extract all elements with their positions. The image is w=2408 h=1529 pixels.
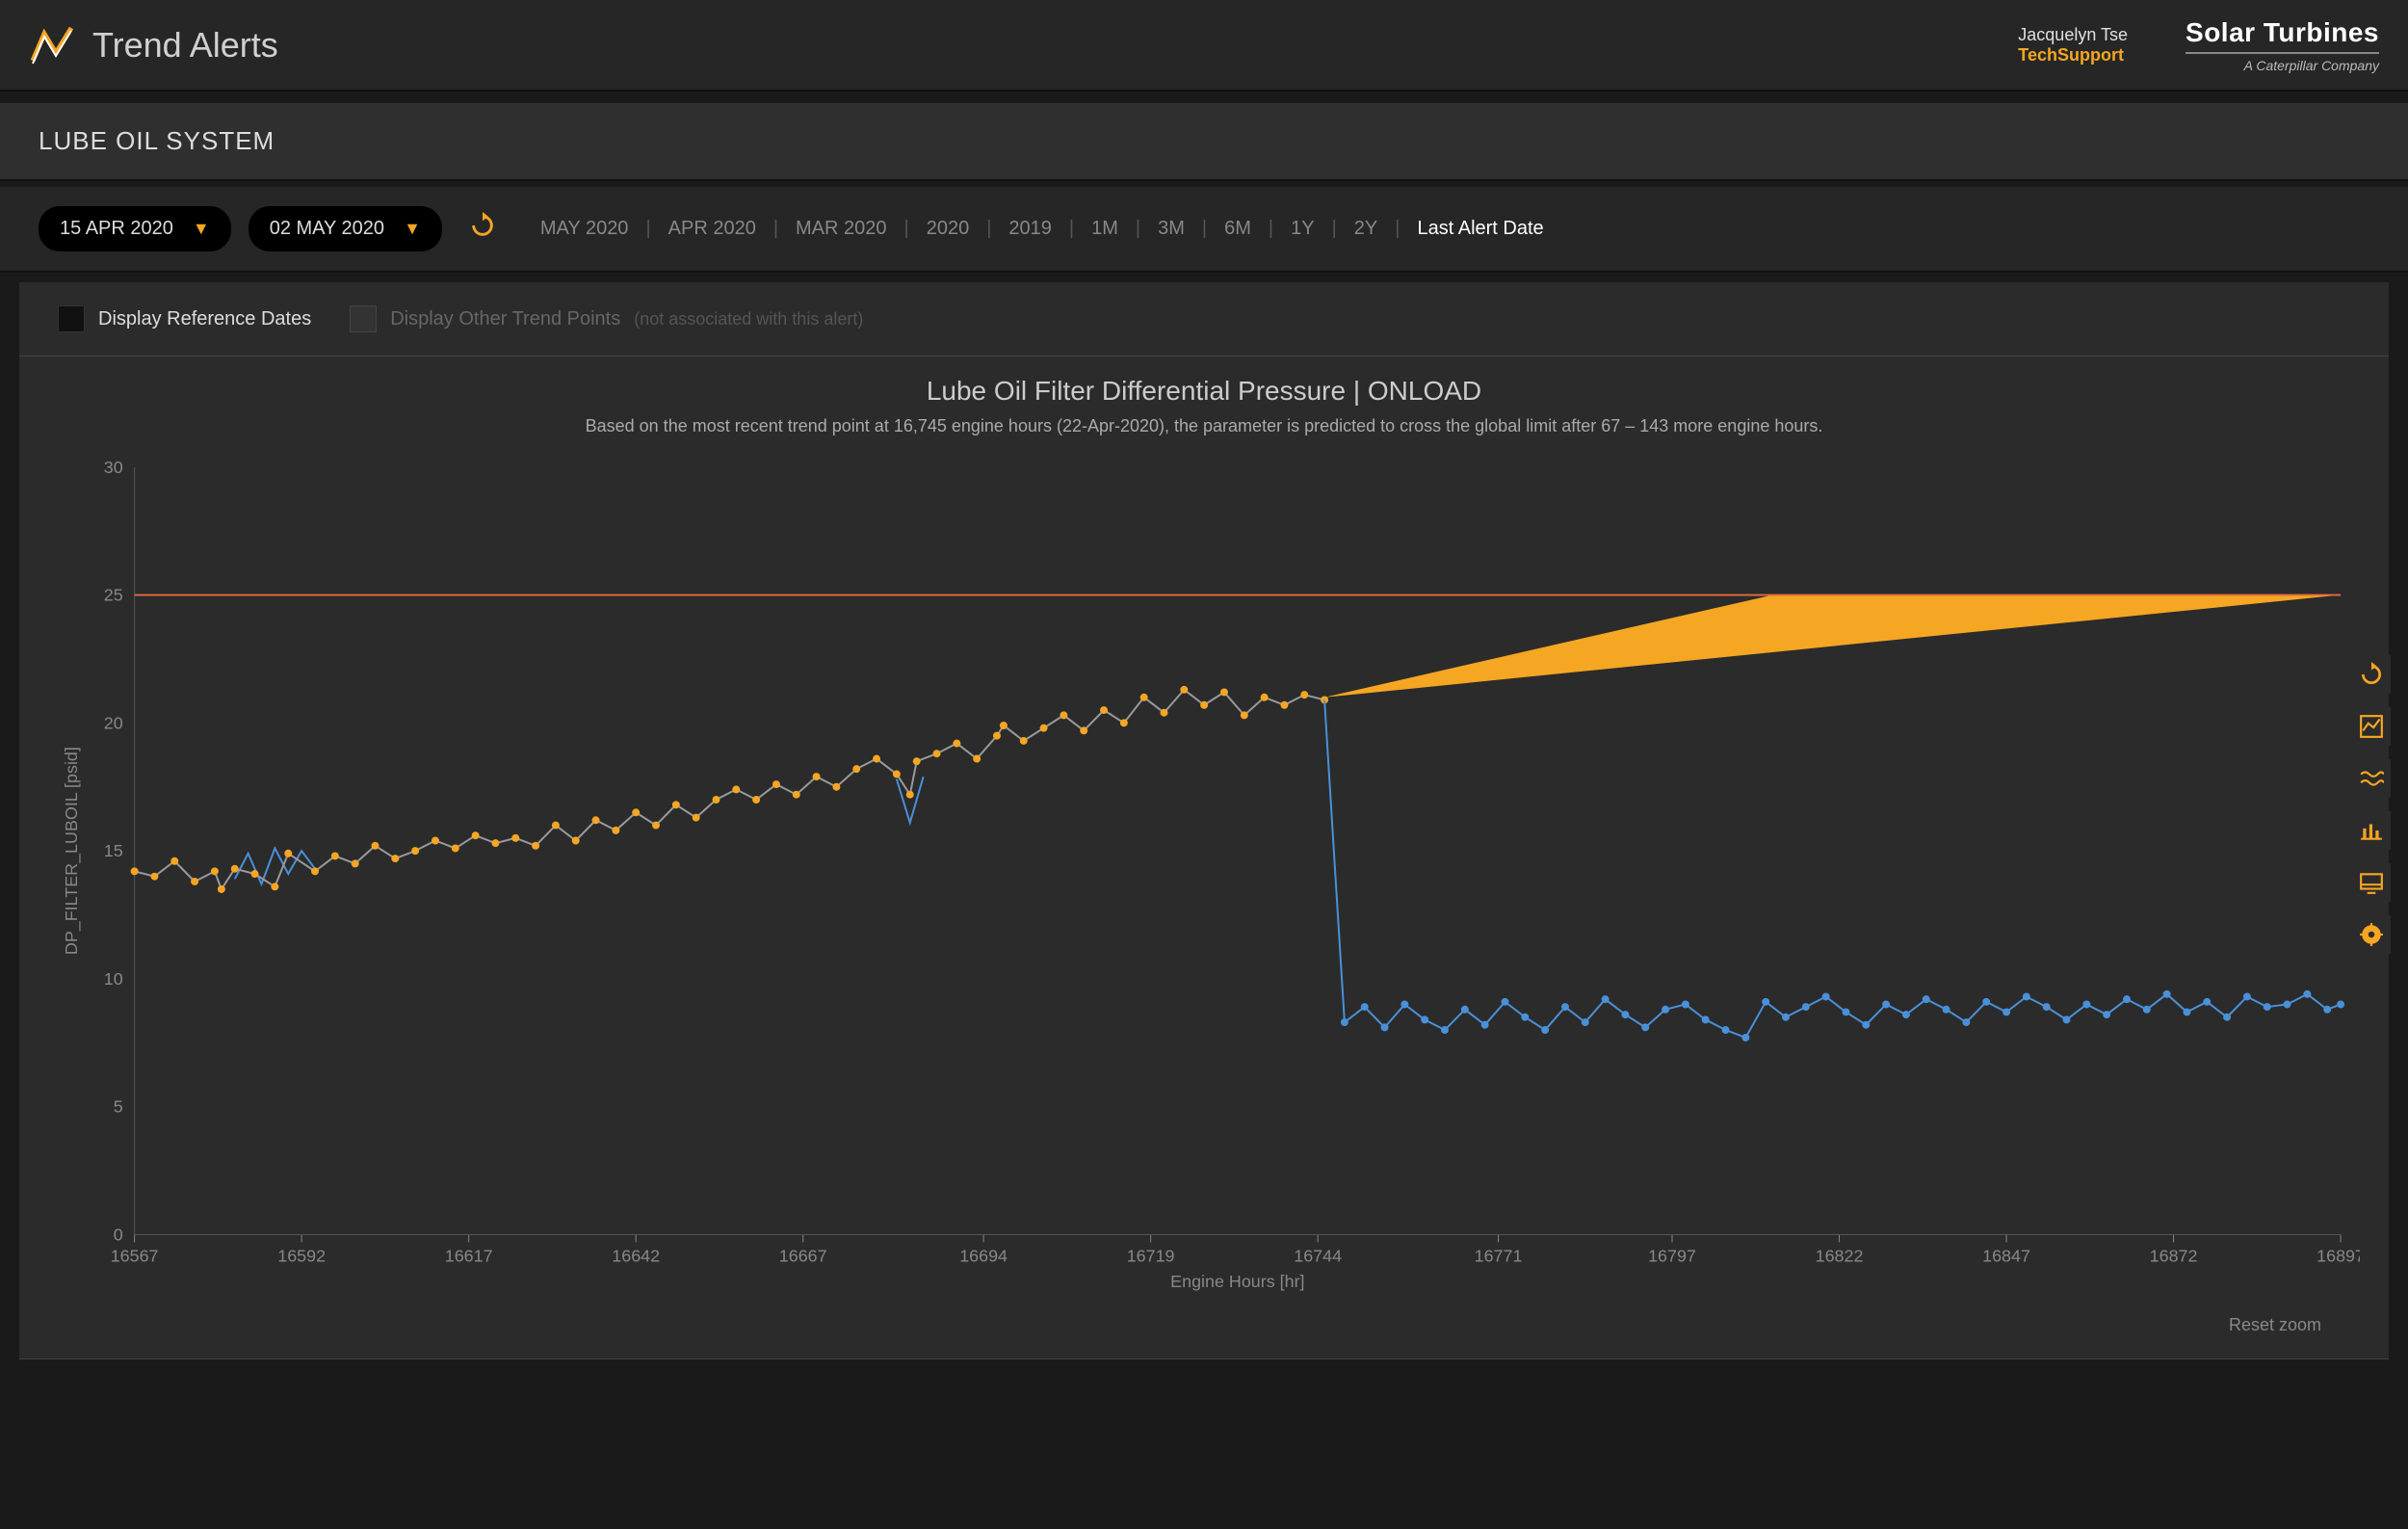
controls-bar: 15 APR 2020 ▼ 02 MAY 2020 ▼ MAY 2020|APR… — [0, 187, 2408, 273]
display-other-points-group: Display Other Trend Points (not associat… — [350, 305, 863, 332]
user-name: Jacquelyn Tse — [2018, 25, 2128, 45]
svg-text:DP_FILTER_LUBOIL [psid]: DP_FILTER_LUBOIL [psid] — [62, 747, 82, 955]
tool-monitor-button[interactable] — [2352, 863, 2391, 902]
reset-zoom-link[interactable]: Reset zoom — [48, 1304, 2360, 1339]
svg-text:16642: 16642 — [612, 1246, 660, 1265]
date-to-picker[interactable]: 02 MAY 2020 ▼ — [249, 206, 442, 251]
range-link[interactable]: 2019 — [991, 218, 1069, 240]
range-link[interactable]: 6M — [1207, 218, 1269, 240]
tool-wave-button[interactable] — [2352, 759, 2391, 798]
svg-text:16897: 16897 — [2316, 1246, 2360, 1265]
svg-text:16744: 16744 — [1294, 1246, 1342, 1265]
svg-text:Engine Hours [hr]: Engine Hours [hr] — [1170, 1272, 1304, 1291]
brand-subtitle: A Caterpillar Company — [2186, 52, 2379, 73]
display-other-points-sublabel: (not associated with this alert) — [634, 309, 863, 330]
svg-text:16617: 16617 — [445, 1246, 493, 1265]
date-to-value: 02 MAY 2020 — [270, 218, 384, 240]
svg-text:0: 0 — [114, 1225, 123, 1244]
date-from-value: 15 APR 2020 — [60, 218, 173, 240]
svg-text:15: 15 — [104, 841, 123, 860]
svg-text:16847: 16847 — [1982, 1246, 2030, 1265]
tool-settings-button[interactable] — [2352, 915, 2391, 954]
svg-text:25: 25 — [104, 586, 123, 605]
svg-text:16822: 16822 — [1816, 1246, 1864, 1265]
svg-text:16694: 16694 — [959, 1246, 1008, 1265]
trend-chart[interactable]: 0 5 10 15 20 25 30 16567 16592 16617 16642 16667 166… — [48, 456, 2360, 1304]
svg-text:16592: 16592 — [277, 1246, 326, 1265]
display-other-points-checkbox — [350, 305, 377, 332]
tool-trend-button[interactable] — [2352, 707, 2391, 746]
svg-text:16667: 16667 — [779, 1246, 827, 1265]
user-role: TechSupport — [2018, 45, 2128, 66]
range-link[interactable]: APR 2020 — [651, 218, 773, 240]
range-link[interactable]: 1Y — [1273, 218, 1331, 240]
range-link[interactable]: Last Alert Date — [1400, 218, 1560, 240]
range-link[interactable]: 1M — [1074, 218, 1136, 240]
app-logo-icon — [29, 22, 75, 68]
brand-block: Solar Turbines A Caterpillar Company — [2186, 17, 2379, 73]
brand-name: Solar Turbines — [2186, 17, 2379, 48]
display-reference-dates-group: Display Reference Dates — [58, 305, 311, 332]
chevron-down-icon: ▼ — [193, 219, 210, 239]
svg-text:5: 5 — [114, 1097, 123, 1117]
chart-side-tools — [2352, 655, 2391, 954]
display-reference-dates-checkbox[interactable] — [58, 305, 85, 332]
range-link[interactable]: 2Y — [1337, 218, 1395, 240]
svg-text:20: 20 — [104, 713, 123, 732]
refresh-button[interactable] — [459, 212, 506, 246]
app-header: Trend Alerts Jacquelyn Tse TechSupport S… — [0, 0, 2408, 92]
header-left: Trend Alerts — [29, 22, 278, 68]
svg-text:30: 30 — [104, 458, 123, 477]
svg-text:16567: 16567 — [111, 1246, 159, 1265]
svg-text:16771: 16771 — [1475, 1246, 1523, 1265]
options-bar: Display Reference Dates Display Other Tr… — [19, 282, 2389, 356]
range-links: MAY 2020|APR 2020|MAR 2020|2020|2019|1M|… — [523, 218, 1561, 240]
display-reference-dates-label: Display Reference Dates — [98, 308, 311, 330]
chart-wrap: 0 5 10 15 20 25 30 16567 16592 16617 16642 16667 166… — [48, 456, 2360, 1304]
tool-refresh-button[interactable] — [2352, 655, 2391, 694]
svg-text:16719: 16719 — [1127, 1246, 1175, 1265]
tool-bars-button[interactable] — [2352, 811, 2391, 850]
app-title: Trend Alerts — [92, 25, 278, 66]
header-right: Jacquelyn Tse TechSupport Solar Turbines… — [2018, 17, 2379, 73]
range-link[interactable]: MAY 2020 — [523, 218, 646, 240]
date-from-picker[interactable]: 15 APR 2020 ▼ — [39, 206, 231, 251]
range-link[interactable]: MAR 2020 — [778, 218, 904, 240]
refresh-icon — [469, 212, 496, 239]
chart-area: Lube Oil Filter Differential Pressure | … — [19, 356, 2389, 1359]
svg-text:16797: 16797 — [1648, 1246, 1696, 1265]
user-block[interactable]: Jacquelyn Tse TechSupport — [2018, 25, 2128, 66]
chart-title: Lube Oil Filter Differential Pressure | … — [48, 376, 2360, 407]
chevron-down-icon: ▼ — [404, 219, 421, 239]
range-link[interactable]: 2020 — [909, 218, 987, 240]
section-title: LUBE OIL SYSTEM — [39, 126, 275, 155]
section-title-bar: LUBE OIL SYSTEM — [0, 103, 2408, 181]
svg-text:16872: 16872 — [2150, 1246, 2198, 1265]
display-other-points-label: Display Other Trend Points — [390, 308, 620, 330]
range-link[interactable]: 3M — [1140, 218, 1202, 240]
svg-text:10: 10 — [104, 969, 123, 989]
chart-subtitle: Based on the most recent trend point at … — [48, 416, 2360, 436]
